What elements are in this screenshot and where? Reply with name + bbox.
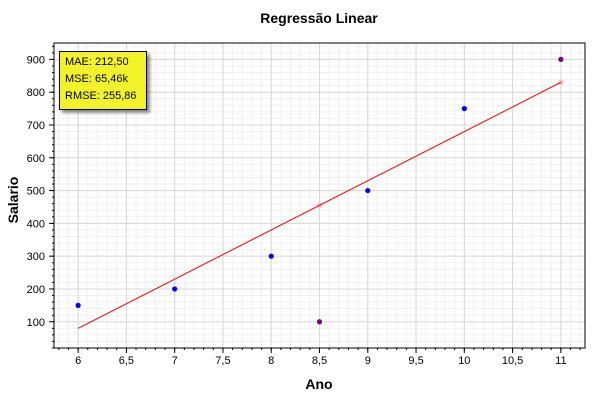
x-axis-title: Ano (305, 376, 332, 392)
data-point (316, 319, 323, 325)
y-tick-label: 300 (27, 251, 45, 263)
chart-title: Regressão Linear (260, 10, 378, 26)
y-tick-label: 400 (27, 218, 45, 230)
x-tick-label: 10 (458, 355, 470, 367)
x-tick-label: 8,5 (312, 355, 327, 367)
data-point (268, 253, 274, 259)
x-tick-label: 6 (75, 355, 81, 367)
y-axis-title: Salario (5, 177, 21, 224)
data-point (461, 105, 467, 112)
x-tick-label: 7 (172, 355, 178, 367)
data-point (172, 286, 178, 292)
plot-area: 6 6,5 7 7,5 8 8,5 9 9,5 10 10,5 11 100 200 300 400 500 6… (27, 42, 586, 367)
x-tick-label: 11 (555, 355, 566, 367)
x-tick-label: 10,5 (502, 355, 523, 367)
stats-annotation-box: MAE: 212,50 MSE: 65,46k RMSE: 255,86 (59, 51, 147, 110)
y-tick-label: 200 (27, 284, 45, 296)
x-tick-label: 8 (268, 355, 274, 367)
y-tick-label: 800 (27, 87, 45, 99)
y-tick-label: 900 (27, 54, 45, 66)
y-tick-label: 100 (27, 317, 45, 329)
rmse-annotation: RMSE: 255,86 (65, 90, 137, 102)
x-tick-label: 7,5 (215, 355, 230, 367)
regression-line (77, 81, 562, 329)
x-tick-label: 6,5 (119, 355, 134, 367)
data-point (75, 302, 81, 308)
y-tick-label: 600 (27, 153, 45, 165)
y-tick-label: 500 (27, 186, 45, 198)
mae-annotation: MAE: 212,50 (65, 56, 129, 68)
x-tick-label: 9,5 (408, 355, 423, 367)
y-tick-label: 700 (27, 120, 45, 132)
data-point (365, 187, 371, 194)
data-point (558, 56, 564, 62)
mse-annotation: MSE: 65,46k (65, 73, 128, 85)
x-tick-label: 9 (365, 355, 371, 367)
